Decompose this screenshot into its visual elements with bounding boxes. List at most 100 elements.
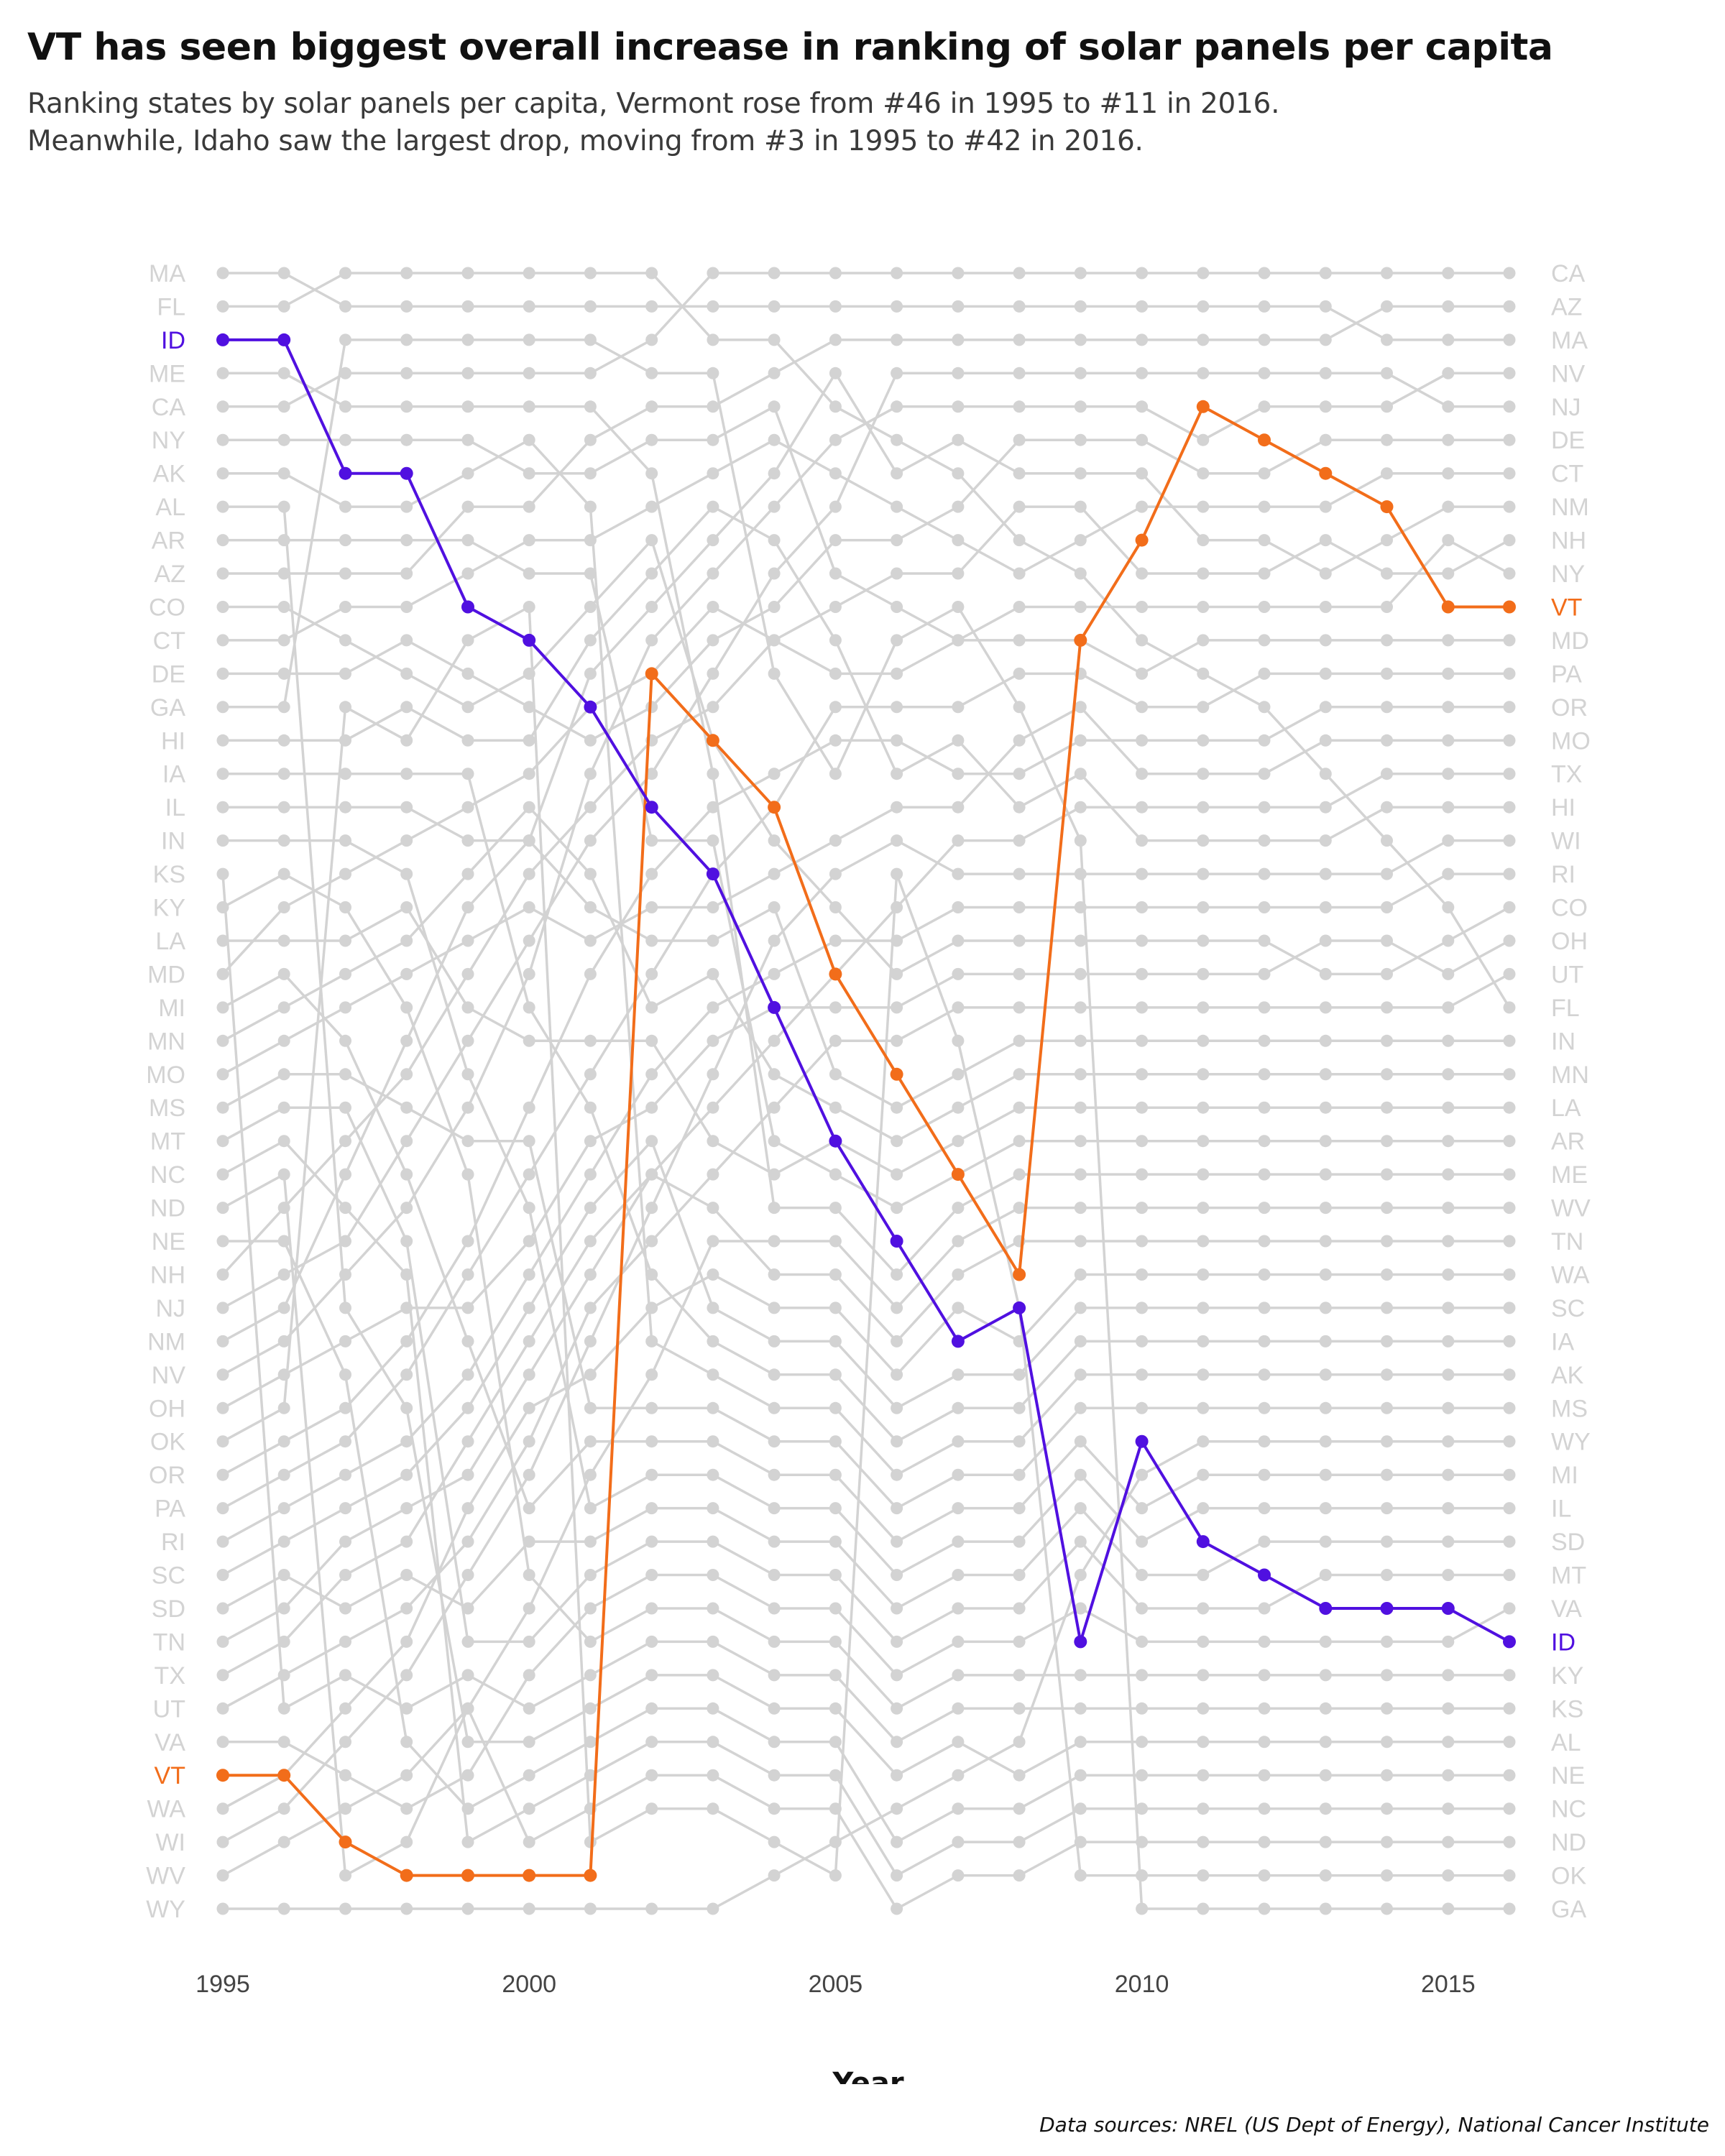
point-mo-2006: [891, 801, 903, 814]
point-or-1999: [461, 1235, 474, 1248]
point-wa-2013: [1319, 1268, 1332, 1281]
left-label-ak: AK: [153, 461, 186, 488]
point-ak-2016: [1503, 1368, 1516, 1381]
point-ak-2009: [1074, 1368, 1087, 1381]
point-ak-2011: [1197, 1368, 1210, 1381]
point-la-2014: [1381, 1101, 1393, 1114]
point-wy-2011: [1197, 1435, 1210, 1448]
point-ny-2010: [1136, 601, 1149, 613]
point-nd-2014: [1381, 1835, 1393, 1848]
point-az-1996: [277, 567, 290, 580]
point-ny-2014: [1381, 601, 1393, 613]
point-wy-2002: [645, 1902, 658, 1915]
point-nm-2011: [1197, 534, 1210, 547]
chart-title: VT has seen biggest overall increase in …: [27, 26, 1553, 69]
point-ma-2011: [1197, 300, 1210, 313]
point-va-2009: [1074, 1602, 1087, 1615]
point-ga-2015: [1442, 1902, 1455, 1915]
right-label-mn: MN: [1551, 1061, 1589, 1089]
point-ky-2015: [1442, 1669, 1455, 1682]
point-va-2014: [1381, 1635, 1393, 1648]
point-fl-2000: [523, 267, 535, 280]
point-sd-2002: [645, 1502, 658, 1515]
point-hi-2011: [1197, 834, 1210, 847]
point-mi-1997: [339, 1034, 351, 1047]
point-me-2011: [1197, 1168, 1210, 1181]
point-tx-1997: [339, 1569, 351, 1581]
point-de-1997: [339, 667, 351, 680]
left-label-oh: OH: [149, 1395, 185, 1422]
chart-subtitle-line-1: Ranking states by solar panels per capit…: [27, 88, 1280, 120]
point-sd-2001: [584, 1535, 597, 1548]
point-nv-2007: [952, 400, 965, 413]
point-wy-2003: [707, 1902, 719, 1915]
point-ne-2008: [1013, 1802, 1026, 1815]
point-wv-2008: [1013, 1202, 1026, 1215]
left-label-ct: CT: [153, 627, 185, 655]
x-tick-label-2015: 2015: [1421, 1971, 1476, 1998]
point-oh-2008: [1013, 967, 1026, 980]
point-va-2005: [829, 1602, 842, 1615]
point-nc-2003: [707, 1736, 719, 1749]
point-sc-2008: [1013, 1368, 1026, 1381]
point-mt-2011: [1197, 1602, 1210, 1615]
series-line-ma: [223, 272, 1509, 341]
point-mn-1999: [461, 867, 474, 880]
point-ga-1998: [400, 333, 413, 346]
point-oh-2011: [1197, 967, 1210, 980]
point-wa-2014: [1381, 1268, 1393, 1281]
point-fl-1995: [216, 300, 229, 313]
point-mi-2005: [829, 1468, 842, 1481]
left-label-co: CO: [149, 594, 185, 622]
point-al-2011: [1197, 1736, 1210, 1749]
point-tx-2015: [1442, 768, 1455, 780]
point-nm-2015: [1442, 500, 1455, 513]
point-ks-2002: [645, 1635, 658, 1648]
point-sc-2009: [1074, 1302, 1087, 1314]
point-wv-2002: [645, 1368, 658, 1381]
point-va-2004: [768, 1602, 781, 1615]
point-nj-1999: [461, 1034, 474, 1047]
point-ok-2013: [1319, 1869, 1332, 1882]
point-wa-2008: [1013, 1335, 1026, 1348]
point-nh-1999: [461, 967, 474, 980]
point-sc-2014: [1381, 1302, 1393, 1314]
point-mi-2003: [707, 1435, 719, 1448]
point-ok-2009: [1074, 1869, 1087, 1882]
point-md-1998: [400, 834, 413, 847]
point-in-1996: [277, 801, 290, 814]
point-az-2015: [1442, 300, 1455, 313]
point-il-2005: [829, 1502, 842, 1515]
right-label-nh: NH: [1551, 528, 1586, 555]
point-in-1999: [461, 834, 474, 847]
left-label-ia: IA: [162, 761, 185, 788]
point-ct-2006: [891, 500, 903, 513]
point-ca-2000: [523, 367, 535, 379]
point-ky-1995: [216, 901, 229, 913]
point-me-2008: [1013, 1168, 1026, 1181]
point-tn-2011: [1197, 1235, 1210, 1248]
point-ne-2012: [1258, 1769, 1271, 1782]
point-sd-1998: [400, 1569, 413, 1581]
point-tx-1995: [216, 1669, 229, 1682]
point-ar-2003: [707, 834, 719, 847]
series-line-ia: [223, 772, 1509, 1443]
right-label-mt: MT: [1551, 1562, 1586, 1590]
point-fl-2002: [645, 267, 658, 280]
point-mn-2013: [1319, 1068, 1332, 1081]
point-pa-1995: [216, 1502, 229, 1515]
point-sd-2005: [829, 1535, 842, 1548]
point-ga-2008: [1013, 701, 1026, 714]
point-mn-2002: [645, 1001, 658, 1014]
point-sc-1998: [400, 1468, 413, 1481]
point-mo-2015: [1442, 734, 1455, 747]
point-ia-2002: [645, 1268, 658, 1281]
point-ks-2008: [1013, 1702, 1026, 1715]
point-ct-1998: [400, 601, 413, 613]
point-sc-2001: [584, 1202, 597, 1215]
left-label-ne: NE: [152, 1228, 185, 1256]
right-label-oh: OH: [1551, 928, 1588, 955]
point-mo-2014: [1381, 734, 1393, 747]
point-me-2016: [1503, 1168, 1516, 1181]
left-rank-labels: MA FL ID ME CA NY AK AL AR AZ CO CT DE GA HI IA IL IN KS KY…: [146, 260, 185, 1923]
